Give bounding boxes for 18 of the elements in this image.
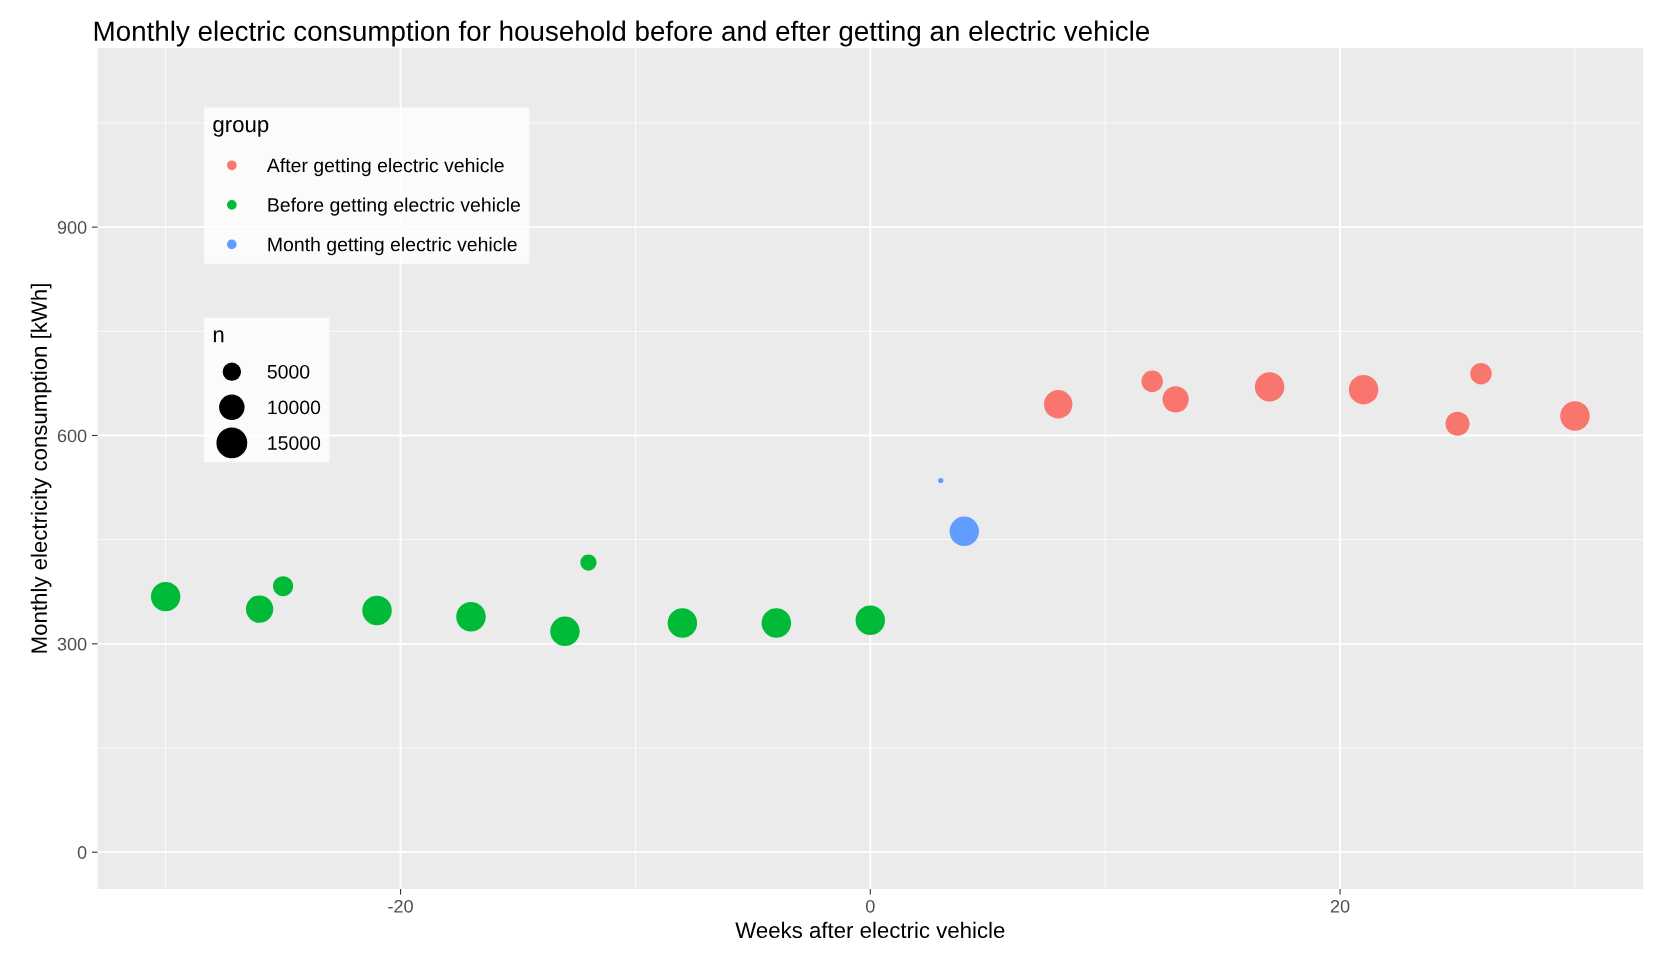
legend-title: group bbox=[213, 120, 269, 137]
y-tick-label: 0 bbox=[77, 846, 87, 859]
legend-label: 15000 bbox=[268, 436, 321, 450]
y-tick-label: 300 bbox=[57, 637, 87, 651]
annotation: n bbox=[213, 330, 224, 343]
chart-title: Monthly electric consumption for household before and efter getting an electric vehicle bbox=[94, 20, 1150, 47]
y-tick-label: 600 bbox=[57, 429, 87, 443]
y-tick-label: 900 bbox=[57, 221, 87, 234]
x-axis-title: Weeks after electric vehicle bbox=[735, 921, 1005, 939]
legend-label: Month getting electric vehicle bbox=[268, 237, 517, 256]
x-tick-label: -20 bbox=[388, 899, 413, 913]
y-axis-title: Monthly electricity consumption [kWh] bbox=[30, 284, 52, 653]
x-tick-label: 20 bbox=[1330, 899, 1350, 913]
x-tick-label: 0 bbox=[865, 899, 875, 913]
legend-label: After getting electric vehicle bbox=[266, 158, 504, 177]
legend-label: 5000 bbox=[267, 364, 310, 379]
legend-label: Before getting electric vehicle bbox=[268, 197, 520, 216]
legend-label: 10000 bbox=[268, 400, 321, 415]
